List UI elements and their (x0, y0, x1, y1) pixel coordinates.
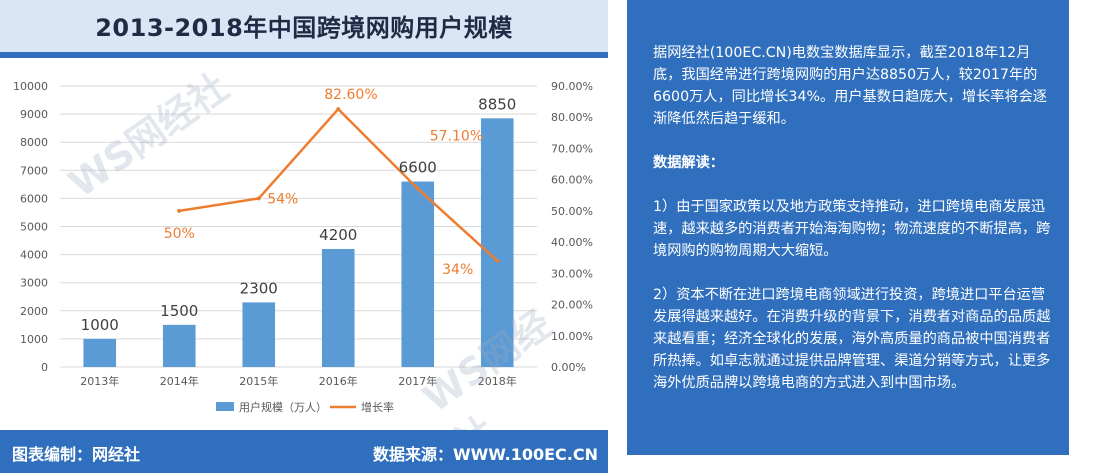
line-point (177, 208, 182, 213)
left-tick-label: 2000 (20, 305, 48, 318)
left-tick-label: 10000 (13, 80, 48, 93)
legend-bar-swatch (216, 402, 234, 411)
right-tick-label: 0.00% (551, 361, 586, 374)
bar-value-label: 6600 (399, 159, 437, 177)
bar (242, 302, 276, 367)
left-tick-label: 5000 (20, 221, 48, 234)
x-tick-label: 2015年 (239, 374, 278, 388)
bar-series (83, 118, 514, 367)
right-tick-label: 40.00% (551, 236, 593, 249)
line-point (495, 258, 500, 263)
legend: 用户规模（万人） 增长率 (216, 400, 394, 414)
bar (321, 248, 355, 367)
right-tick-label: 30.00% (551, 267, 593, 280)
right-tick-label: 20.00% (551, 299, 593, 312)
bar (480, 118, 514, 367)
left-tick-label: 8000 (20, 136, 48, 149)
bar-value-label: 4200 (319, 226, 357, 244)
bar-value-label: 1000 (81, 316, 119, 334)
summary-paragraph: 据网经社(100EC.CN)电数宝数据库显示，截至2018年12月底，我国经常进… (653, 45, 1047, 127)
bar-value-label: 1500 (160, 302, 198, 320)
growth-value-label: 54% (267, 191, 298, 207)
growth-value-label: 57.10% (430, 129, 483, 145)
line-point (415, 186, 420, 191)
combo-chart: 0 1000 2000 3000 4000 5000 6000 7000 8000 9000 100… (13, 80, 593, 414)
bar-value-label: 2300 (240, 279, 278, 297)
analysis-heading: 数据解读： (653, 155, 724, 171)
data-labels: 1000 1500 2300 4200 6600 8850 50% 54% 82.60% 57.1… (81, 87, 517, 334)
footer-credit: 图表编制：网经社 (12, 445, 141, 464)
left-tick-label: 0 (41, 361, 48, 374)
bar (162, 324, 196, 367)
left-tick-label: 7000 (20, 164, 48, 177)
line-point (256, 196, 261, 201)
footer-bar: 图表编制：网经社 数据来源：WWW.100EC.CN (0, 430, 608, 473)
description-panel: 据网经社(100EC.CN)电数宝数据库显示，截至2018年12月底，我国经常进… (622, 0, 1094, 473)
x-axis-ticks: 2013年 2014年 2015年 2016年 2017年 2018年 (80, 374, 517, 388)
title-bar: 2013-2018年中国跨境网购用户规模 (0, 0, 608, 58)
right-tick-label: 60.00% (551, 174, 593, 187)
growth-value-label: 34% (442, 262, 473, 278)
right-tick-label: 50.00% (551, 205, 593, 218)
x-tick-label: 2014年 (160, 374, 199, 388)
bar (401, 181, 435, 367)
bar (83, 338, 117, 367)
footer-source: 数据来源：WWW.100EC.CN (372, 445, 598, 464)
right-tick-label: 90.00% (551, 80, 593, 93)
bar-value-label: 8850 (478, 95, 516, 113)
x-tick-label: 2018年 (478, 374, 517, 388)
x-tick-label: 2016年 (319, 374, 358, 388)
left-tick-label: 1000 (20, 333, 48, 346)
right-tick-label: 80.00% (551, 111, 593, 124)
analysis-point-2: 2）资本不断在进口跨境电商领域进行投资，跨境进口平台运营发展得越来越好。在消费升… (653, 287, 1051, 391)
grid-lines (60, 85, 537, 368)
right-tick-label: 70.00% (551, 142, 593, 155)
left-tick-label: 9000 (20, 108, 48, 121)
x-tick-label: 2013年 (80, 374, 119, 388)
left-tick-label: 4000 (20, 249, 48, 262)
legend-bar-label: 用户规模（万人） (239, 400, 327, 414)
chart-title: 2013-2018年中国跨境网购用户规模 (95, 14, 513, 42)
right-axis-ticks: 0.00% 10.00% 20.00% 30.00% 40.00% 50.00% 60.00… (551, 80, 593, 374)
analysis-point-1: 1）由于国家政策以及地方政策支持推动，进口跨境电商发展迅速，越来越多的消费者开始… (653, 199, 1051, 259)
line-series (177, 107, 500, 263)
left-tick-label: 3000 (20, 277, 48, 290)
legend-line-label: 增长率 (361, 400, 394, 414)
growth-value-label: 50% (164, 226, 195, 242)
chart-panel: 2013-2018年中国跨境网购用户规模 0 1000 2000 3000 4000 50… (0, 0, 608, 473)
x-tick-label: 2017年 (398, 374, 437, 388)
left-tick-label: 6000 (20, 192, 48, 205)
left-axis-ticks: 0 1000 2000 3000 4000 5000 6000 7000 8000 9000 100… (13, 80, 48, 374)
line-point (336, 107, 341, 112)
growth-value-label: 82.60% (324, 87, 377, 103)
description-box: 据网经社(100EC.CN)电数宝数据库显示，截至2018年12月底，我国经常进… (627, 0, 1069, 455)
right-tick-label: 10.00% (551, 330, 593, 343)
